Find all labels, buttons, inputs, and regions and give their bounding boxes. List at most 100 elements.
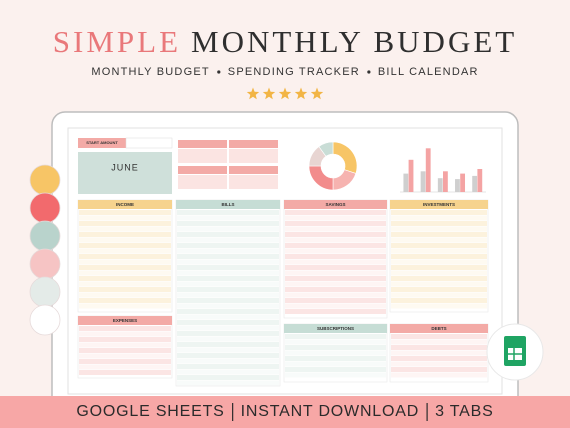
section-body [283, 199, 388, 319]
summary-cell [229, 149, 278, 163]
section-row [177, 215, 279, 221]
section-body [175, 199, 281, 387]
section-row [285, 270, 386, 276]
bar [443, 171, 448, 192]
section-row [285, 265, 386, 270]
section-row [79, 370, 171, 375]
section-title: BILLS [222, 202, 235, 207]
section-row [391, 226, 487, 232]
separator-dot [367, 70, 371, 74]
section-row [391, 367, 487, 372]
section-header [284, 324, 387, 333]
section-row [391, 232, 487, 237]
star [246, 87, 260, 100]
month-panel [78, 152, 172, 194]
section-row [391, 254, 487, 259]
section-row [177, 259, 279, 265]
section-row [177, 298, 279, 303]
section-row [177, 276, 279, 281]
section-row [285, 367, 386, 372]
section-row [285, 215, 386, 221]
section-row [79, 226, 171, 232]
section-row [285, 226, 386, 232]
bar [437, 178, 443, 192]
section-row [79, 281, 171, 287]
section-title: INVESTMENTS [423, 202, 455, 207]
section-row [285, 356, 386, 361]
section-row [391, 287, 487, 292]
section-row [391, 221, 487, 226]
section-row [391, 215, 487, 221]
section-header [78, 316, 172, 325]
section-row [177, 265, 279, 270]
section-row [177, 347, 279, 353]
start-amount-label: START AMOUNT [86, 140, 118, 145]
section-row [79, 265, 171, 270]
section-row [285, 334, 386, 339]
section-row [285, 248, 386, 254]
section-row [79, 259, 171, 265]
section-row [79, 254, 171, 259]
section-row [177, 232, 279, 237]
section-row [285, 350, 386, 356]
section-row [285, 281, 386, 287]
color-swatch [29, 276, 61, 308]
section-row [79, 243, 171, 248]
section-row [177, 369, 279, 375]
subtitle-item: SPENDING TRACKER [228, 66, 360, 78]
section-row [391, 361, 487, 367]
section-row [391, 334, 487, 339]
section-row [391, 345, 487, 350]
separator-dot [217, 70, 221, 74]
section-row [285, 292, 386, 298]
section-header [390, 324, 488, 333]
section-row [391, 276, 487, 281]
star [294, 87, 308, 100]
bar [403, 173, 409, 192]
banner-item: INSTANT DOWNLOAD [241, 403, 419, 420]
banner-item: 3 TABS [435, 403, 493, 420]
section-row [391, 210, 487, 215]
section-row [391, 281, 487, 287]
section-row [79, 364, 171, 370]
bar [420, 171, 426, 192]
section-row [285, 259, 386, 265]
start-amount-cell [125, 137, 173, 149]
bar [425, 148, 431, 192]
section-row [177, 237, 279, 243]
section-row [177, 320, 279, 325]
section-row [79, 326, 171, 331]
summary-header [229, 140, 278, 148]
section-row [177, 314, 279, 320]
bar [472, 175, 478, 192]
section-title: DEBTS [431, 326, 446, 331]
section-row [177, 380, 279, 386]
section-row [177, 325, 279, 331]
color-swatch [29, 304, 61, 336]
section-row [177, 353, 279, 358]
section-row [79, 342, 171, 348]
section-body [77, 199, 173, 313]
star [262, 87, 276, 100]
section-row [391, 350, 487, 356]
star [278, 87, 292, 100]
section-header [284, 200, 387, 209]
section-row [285, 221, 386, 226]
section-row [285, 287, 386, 292]
section-row [177, 309, 279, 314]
section-row [79, 303, 171, 309]
summary-cell [229, 175, 278, 189]
color-swatch [29, 164, 61, 196]
section-row [285, 243, 386, 248]
section-row [177, 270, 279, 276]
section-row [79, 215, 171, 221]
title-rest: MONTHLY BUDGET [191, 24, 517, 59]
section-row [79, 348, 171, 353]
section-row [79, 221, 171, 226]
section-row [285, 276, 386, 281]
section-row [79, 276, 171, 281]
section-row [285, 309, 386, 314]
subtitle-item: BILL CALENDAR [378, 66, 479, 78]
section-row [79, 248, 171, 254]
section-row [177, 375, 279, 380]
